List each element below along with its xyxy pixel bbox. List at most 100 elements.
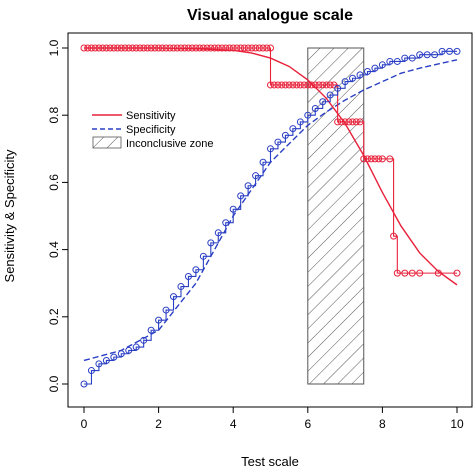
point-sensitivity-empirical xyxy=(188,44,196,52)
point-sensitivity-empirical xyxy=(128,44,136,52)
point-specificity-empirical xyxy=(132,343,140,351)
point-specificity-empirical xyxy=(162,306,170,314)
point-sensitivity-empirical xyxy=(334,118,342,126)
point-sensitivity-empirical xyxy=(259,44,267,52)
point-sensitivity-empirical xyxy=(278,81,286,89)
point-specificity-empirical xyxy=(110,353,118,361)
point-specificity-empirical xyxy=(214,229,222,237)
point-sensitivity-empirical xyxy=(87,44,95,52)
x-tick-label: 2 xyxy=(155,417,162,431)
point-sensitivity-empirical xyxy=(390,232,398,240)
point-sensitivity-empirical xyxy=(211,44,219,52)
legend-swatch-zone xyxy=(92,136,122,149)
point-sensitivity-empirical xyxy=(237,44,245,52)
x-axis-label: Test scale xyxy=(241,454,299,469)
point-specificity-empirical xyxy=(102,356,110,364)
point-sensitivity-empirical xyxy=(345,118,353,126)
point-specificity-empirical xyxy=(87,367,95,375)
point-sensitivity-empirical xyxy=(371,155,379,163)
point-specificity-empirical xyxy=(259,158,267,166)
point-specificity-empirical xyxy=(349,74,357,82)
point-specificity-empirical xyxy=(117,350,125,358)
point-sensitivity-empirical xyxy=(177,44,185,52)
point-sensitivity-empirical xyxy=(214,44,222,52)
point-specificity-empirical xyxy=(80,380,88,388)
point-specificity-empirical xyxy=(229,205,237,213)
point-specificity-empirical xyxy=(341,78,349,86)
x-tick-label: 6 xyxy=(304,417,311,431)
point-sensitivity-empirical xyxy=(363,155,371,163)
point-sensitivity-empirical xyxy=(207,44,215,52)
point-specificity-empirical xyxy=(416,51,424,59)
y-tick-label: 0.8 xyxy=(47,107,61,124)
point-sensitivity-empirical xyxy=(196,44,204,52)
point-sensitivity-empirical xyxy=(416,269,424,277)
point-sensitivity-empirical xyxy=(117,44,125,52)
point-sensitivity-empirical xyxy=(181,44,189,52)
point-specificity-empirical xyxy=(140,336,148,344)
point-specificity-empirical xyxy=(423,51,431,59)
point-sensitivity-empirical xyxy=(289,81,297,89)
x-tick-label: 10 xyxy=(450,417,464,431)
point-sensitivity-empirical xyxy=(270,81,278,89)
point-sensitivity-empirical xyxy=(199,44,207,52)
series-line-specificity-fitted xyxy=(83,59,458,362)
point-sensitivity-empirical xyxy=(136,44,144,52)
point-sensitivity-empirical xyxy=(367,155,375,163)
point-sensitivity-empirical xyxy=(225,44,233,52)
point-sensitivity-empirical xyxy=(173,44,181,52)
series-layer xyxy=(80,44,461,388)
point-specificity-empirical xyxy=(431,51,439,59)
point-specificity-empirical xyxy=(147,326,155,334)
point-specificity-empirical xyxy=(296,118,304,126)
point-sensitivity-empirical xyxy=(296,81,304,89)
point-specificity-empirical xyxy=(267,145,274,153)
point-sensitivity-empirical xyxy=(240,44,248,52)
point-sensitivity-empirical xyxy=(233,44,241,52)
legend: Sensitivity Specificity Inconclusive zon… xyxy=(92,110,213,150)
point-sensitivity-empirical xyxy=(319,81,327,89)
point-sensitivity-empirical xyxy=(263,44,271,52)
point-sensitivity-empirical xyxy=(326,81,334,89)
point-sensitivity-empirical xyxy=(337,118,345,126)
point-sensitivity-empirical xyxy=(356,118,364,126)
point-specificity-empirical xyxy=(304,111,312,119)
x-tick-label: 4 xyxy=(230,417,237,431)
point-sensitivity-empirical xyxy=(99,44,107,52)
point-sensitivity-empirical xyxy=(248,44,256,52)
point-specificity-empirical xyxy=(393,57,401,65)
point-sensitivity-empirical xyxy=(184,44,192,52)
inconclusive-zone-rect xyxy=(307,47,365,385)
point-specificity-empirical xyxy=(334,84,342,92)
point-sensitivity-empirical xyxy=(322,81,330,89)
point-sensitivity-empirical xyxy=(102,44,110,52)
axes: 0 2 4 6 8 10 0.0 0.2 0.4 0.6 0.8 1.0 xyxy=(47,39,464,431)
point-sensitivity-empirical xyxy=(386,155,394,163)
y-tick-label: 0.2 xyxy=(47,308,61,325)
point-sensitivity-empirical xyxy=(304,81,312,89)
legend-label-sensitivity: Sensitivity xyxy=(126,110,176,122)
point-sensitivity-empirical xyxy=(166,44,174,52)
point-sensitivity-empirical xyxy=(203,44,211,52)
point-sensitivity-empirical xyxy=(162,44,170,52)
point-specificity-empirical xyxy=(401,54,409,62)
point-sensitivity-empirical xyxy=(147,44,155,52)
point-sensitivity-empirical xyxy=(95,44,103,52)
x-tick-label: 0 xyxy=(81,417,88,431)
point-specificity-empirical xyxy=(192,266,200,274)
point-sensitivity-empirical xyxy=(281,81,289,89)
point-sensitivity-empirical xyxy=(360,155,368,163)
point-sensitivity-empirical xyxy=(352,118,360,126)
point-sensitivity-empirical xyxy=(106,44,114,52)
point-sensitivity-empirical xyxy=(315,81,323,89)
point-sensitivity-empirical xyxy=(121,44,129,52)
point-sensitivity-empirical xyxy=(192,44,200,52)
inconclusive-zone xyxy=(307,47,365,385)
point-sensitivity-empirical xyxy=(91,44,99,52)
point-sensitivity-empirical xyxy=(229,44,237,52)
point-sensitivity-empirical xyxy=(114,44,122,52)
y-tick-label: 0.0 xyxy=(47,375,61,392)
point-sensitivity-empirical xyxy=(300,81,308,89)
y-tick-label: 1.0 xyxy=(47,39,61,56)
